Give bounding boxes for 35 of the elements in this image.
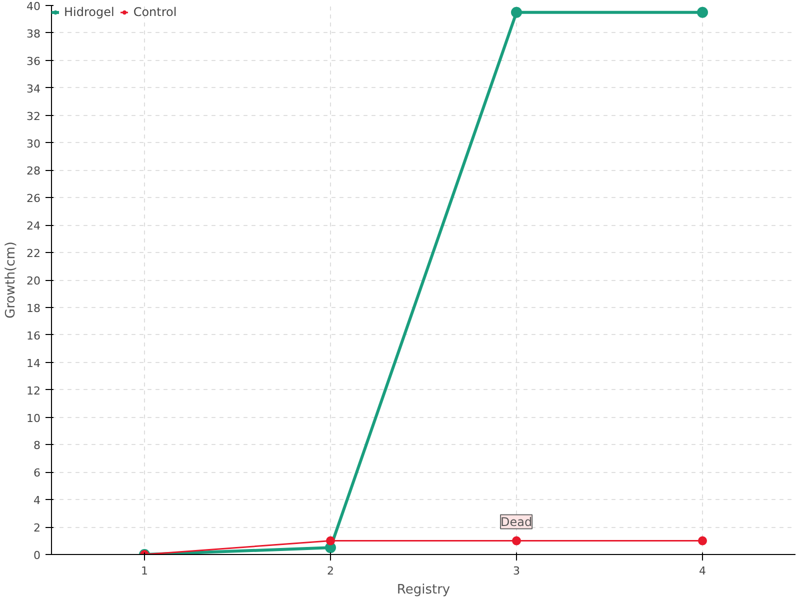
y-tick-label: 30 — [26, 137, 41, 150]
y-tick-label: 20 — [26, 274, 41, 288]
legend-label: Control — [133, 5, 177, 19]
y-tick-label: 14 — [26, 356, 41, 370]
x-tick-label: 2 — [327, 564, 334, 578]
y-tick-label: 16 — [26, 329, 41, 342]
point — [326, 536, 335, 546]
y-tick-label: 10 — [26, 412, 41, 425]
x-tick-label: 3 — [513, 564, 520, 578]
y-tick-label: 24 — [26, 220, 41, 233]
y-tick-label: 8 — [34, 439, 40, 452]
y-tick-label: 32 — [26, 110, 41, 123]
y-tick-label: 0 — [34, 549, 40, 562]
y-tick-label: 40 — [26, 0, 41, 13]
y-tick-label: 36 — [26, 54, 41, 68]
point — [697, 6, 708, 18]
y-tick-label: 38 — [26, 27, 41, 40]
y-tick-label: 2 — [34, 522, 40, 535]
y-tick-label: 28 — [26, 164, 41, 178]
y-tick-label: 6 — [34, 466, 40, 480]
y-tick-label: 18 — [26, 302, 41, 315]
annotation: Dead — [500, 514, 532, 529]
y-tick-label: 4 — [34, 494, 40, 508]
x-tick-label: 4 — [699, 564, 706, 578]
point — [511, 6, 522, 18]
x-tick-label: 1 — [141, 564, 148, 578]
point — [512, 536, 521, 546]
y-tick-label: 34 — [26, 82, 41, 96]
y-tick-label: 22 — [26, 247, 41, 260]
legend-label: Hidrogel — [64, 5, 114, 19]
y-axis-title: Growth(cm) — [4, 241, 19, 319]
y-tick-label: 12 — [26, 384, 41, 398]
point — [698, 536, 707, 546]
x-axis-title: Registry — [396, 582, 450, 598]
y-tick-label: 26 — [26, 192, 41, 206]
